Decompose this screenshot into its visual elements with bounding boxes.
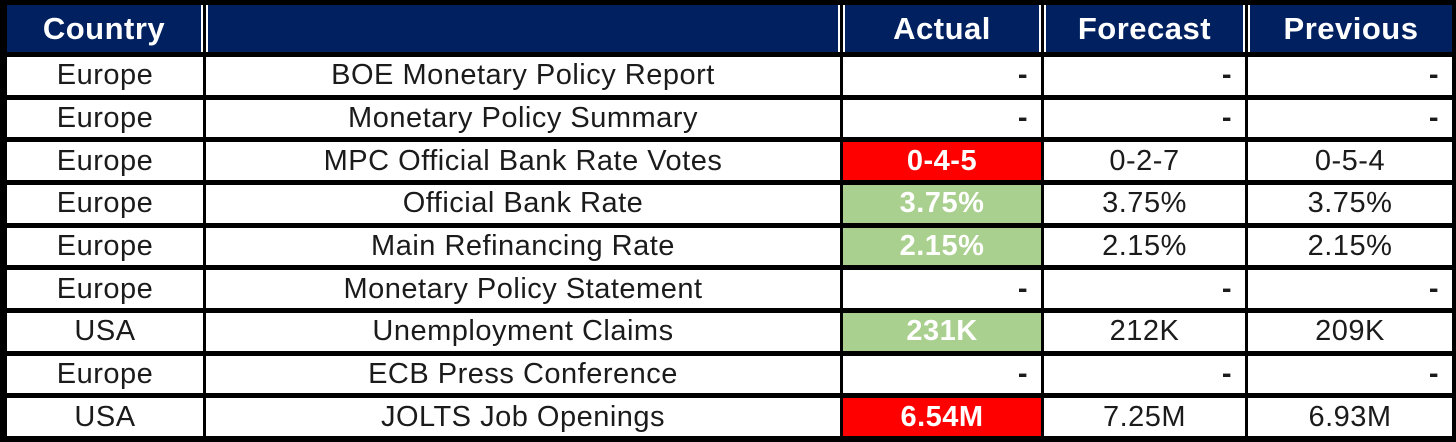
- previous-cell: -: [1248, 355, 1452, 394]
- country-cell: Europe: [7, 270, 203, 308]
- forecast-cell: -: [1044, 355, 1245, 394]
- event-cell: MPC Official Bank Rate Votes: [206, 142, 840, 180]
- country-cell: Europe: [7, 227, 203, 266]
- header-country: Country: [7, 5, 203, 52]
- country-cell: Europe: [7, 185, 203, 223]
- actual-cell: 0-4-5: [843, 142, 1041, 180]
- country-cell: Europe: [7, 99, 203, 138]
- country-cell: Europe: [7, 355, 203, 394]
- actual-cell: 231K: [843, 313, 1041, 351]
- actual-cell: 6.54M: [843, 398, 1041, 436]
- header-event: [206, 5, 840, 52]
- forecast-cell: -: [1044, 99, 1245, 138]
- header-actual: Actual: [843, 5, 1041, 52]
- previous-cell: -: [1248, 57, 1452, 95]
- previous-cell: 0-5-4: [1248, 142, 1452, 180]
- event-cell: Unemployment Claims: [206, 313, 840, 351]
- actual-cell: -: [843, 355, 1041, 394]
- previous-cell: 209K: [1248, 313, 1452, 351]
- event-cell: Monetary Policy Summary: [206, 99, 840, 138]
- country-cell: USA: [7, 398, 203, 436]
- event-cell: Main Refinancing Rate: [206, 227, 840, 266]
- previous-cell: -: [1248, 270, 1452, 308]
- event-cell: JOLTS Job Openings: [206, 398, 840, 436]
- forecast-cell: 212K: [1044, 313, 1245, 351]
- header-forecast: Forecast: [1044, 5, 1245, 52]
- event-cell: Monetary Policy Statement: [206, 270, 840, 308]
- forecast-cell: 3.75%: [1044, 185, 1245, 223]
- country-cell: USA: [7, 313, 203, 351]
- previous-cell: 2.15%: [1248, 227, 1452, 266]
- previous-cell: -: [1248, 99, 1452, 138]
- event-cell: Official Bank Rate: [206, 185, 840, 223]
- forecast-cell: 0-2-7: [1044, 142, 1245, 180]
- forecast-cell: -: [1044, 270, 1245, 308]
- forecast-cell: 2.15%: [1044, 227, 1245, 266]
- actual-cell: -: [843, 99, 1041, 138]
- actual-cell: -: [843, 270, 1041, 308]
- previous-cell: 3.75%: [1248, 185, 1452, 223]
- actual-cell: 2.15%: [843, 227, 1041, 266]
- header-previous: Previous: [1248, 5, 1452, 52]
- forecast-cell: 7.25M: [1044, 398, 1245, 436]
- actual-cell: 3.75%: [843, 185, 1041, 223]
- country-cell: Europe: [7, 57, 203, 95]
- country-cell: Europe: [7, 142, 203, 180]
- actual-cell: -: [843, 57, 1041, 95]
- previous-cell: 6.93M: [1248, 398, 1452, 436]
- forecast-cell: -: [1044, 57, 1245, 95]
- event-cell: BOE Monetary Policy Report: [206, 57, 840, 95]
- event-cell: ECB Press Conference: [206, 355, 840, 394]
